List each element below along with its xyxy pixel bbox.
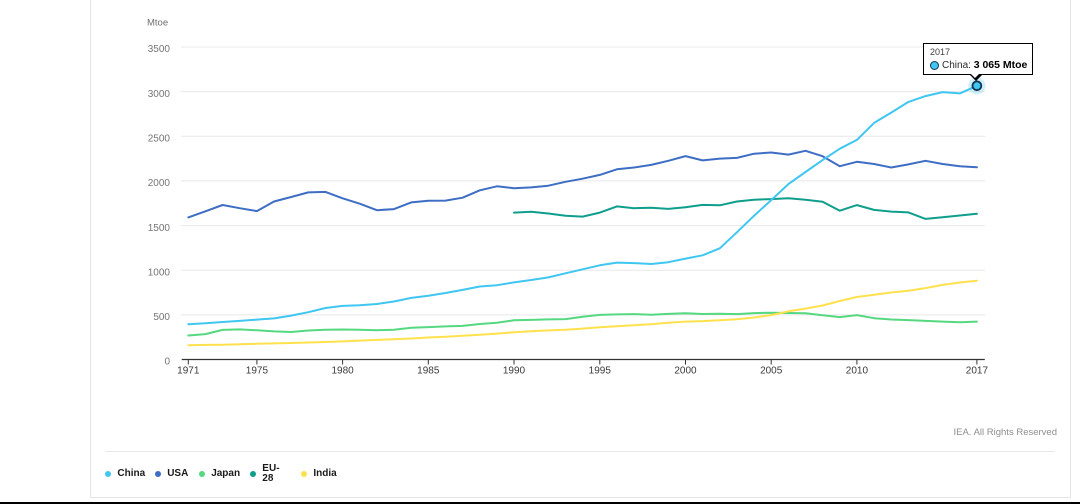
svg-text:2500: 2500 xyxy=(148,134,171,145)
svg-text:1990: 1990 xyxy=(503,366,526,377)
svg-text:1971: 1971 xyxy=(177,366,200,377)
svg-text:1995: 1995 xyxy=(589,366,612,377)
svg-text:1985: 1985 xyxy=(417,366,440,377)
svg-text:2000: 2000 xyxy=(674,366,697,377)
svg-text:1500: 1500 xyxy=(148,223,171,234)
svg-text:1975: 1975 xyxy=(246,366,269,377)
svg-text:2005: 2005 xyxy=(760,366,783,377)
svg-text:0: 0 xyxy=(164,357,170,368)
svg-text:1980: 1980 xyxy=(331,366,354,377)
svg-text:2000: 2000 xyxy=(148,178,171,189)
svg-text:2017: 2017 xyxy=(966,366,989,377)
svg-text:500: 500 xyxy=(153,312,170,323)
svg-text:3500: 3500 xyxy=(148,44,171,55)
svg-text:2010: 2010 xyxy=(846,366,869,377)
svg-text:1000: 1000 xyxy=(148,267,171,278)
svg-text:Mtoe: Mtoe xyxy=(147,18,168,29)
svg-text:3000: 3000 xyxy=(148,89,171,100)
